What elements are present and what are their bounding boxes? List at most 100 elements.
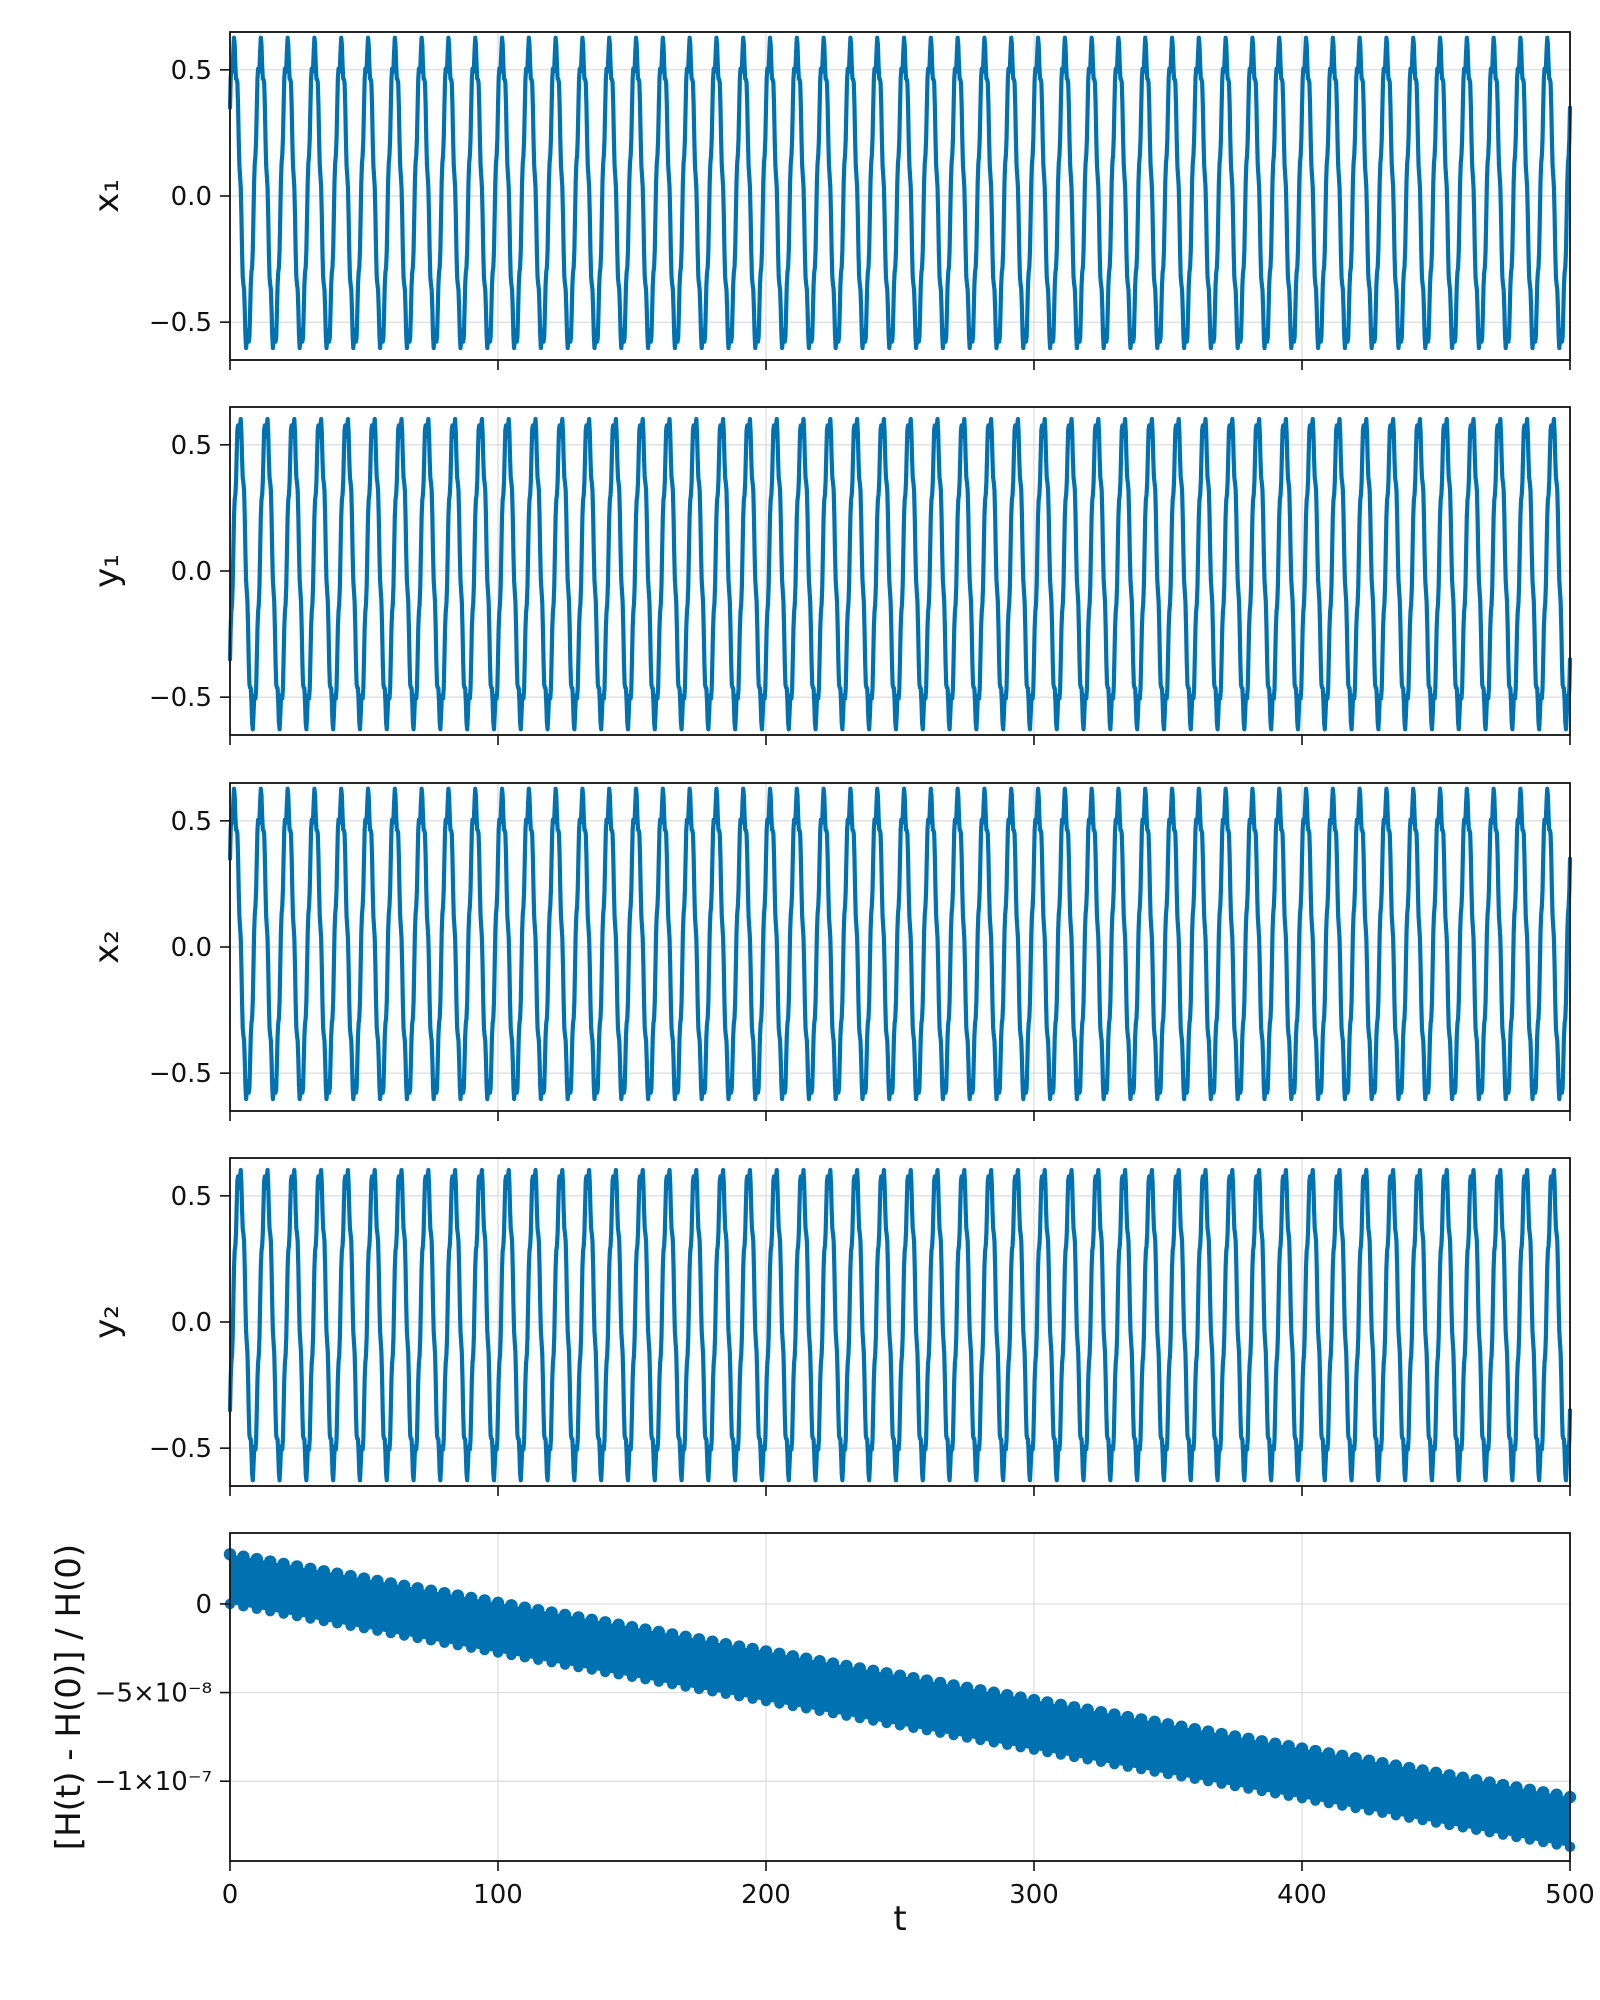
- lower-marker: [988, 1737, 999, 1748]
- lower-marker: [1256, 1785, 1268, 1797]
- lower-marker: [1497, 1829, 1509, 1840]
- y-tick-label: 0.0: [171, 933, 212, 963]
- lower-marker: [613, 1669, 624, 1680]
- upper-marker: [585, 1613, 598, 1627]
- y-tick-label: −0.5: [149, 1434, 212, 1464]
- upper-marker: [277, 1557, 290, 1571]
- x-axis-label: t: [893, 1899, 906, 1939]
- lower-marker: [1229, 1780, 1241, 1792]
- upper-marker: [625, 1620, 639, 1634]
- lower-marker: [1189, 1773, 1201, 1785]
- upper-marker: [1537, 1786, 1550, 1799]
- chart-panel-5: [220, 1532, 1577, 1871]
- lower-marker: [1055, 1749, 1067, 1760]
- upper-marker: [960, 1681, 974, 1695]
- upper-marker: [1135, 1713, 1148, 1726]
- upper-marker: [893, 1669, 907, 1682]
- upper-marker: [1429, 1766, 1443, 1780]
- upper-marker: [1456, 1771, 1470, 1784]
- upper-marker: [1148, 1715, 1161, 1729]
- lower-marker: [559, 1659, 571, 1670]
- upper-marker: [746, 1642, 759, 1656]
- lower-marker: [1042, 1746, 1053, 1758]
- upper-marker: [1161, 1718, 1175, 1731]
- upper-marker: [1349, 1752, 1362, 1765]
- lower-marker: [1095, 1756, 1107, 1768]
- lower-marker: [439, 1637, 450, 1648]
- upper-marker: [987, 1686, 1000, 1699]
- upper-marker: [1362, 1754, 1376, 1767]
- lower-marker: [854, 1712, 865, 1724]
- lower-marker: [1430, 1817, 1442, 1828]
- upper-marker: [934, 1676, 947, 1690]
- upper-marker: [1443, 1769, 1456, 1782]
- upper-marker: [250, 1552, 263, 1566]
- lower-marker: [908, 1722, 919, 1733]
- lower-marker: [787, 1700, 798, 1712]
- upper-marker: [639, 1623, 652, 1636]
- x-tick-label: 500: [1545, 1880, 1595, 1910]
- upper-marker: [773, 1647, 786, 1661]
- lower-marker: [801, 1703, 812, 1714]
- lower-marker: [948, 1729, 959, 1741]
- upper-marker: [465, 1591, 478, 1605]
- upper-marker: [1255, 1735, 1269, 1748]
- lower-marker: [1283, 1790, 1294, 1802]
- lower-marker: [1457, 1822, 1469, 1833]
- y-axis-label: y₂: [87, 1305, 127, 1339]
- upper-marker: [558, 1608, 572, 1622]
- y-tick-label: −0.5: [149, 683, 212, 713]
- lower-marker: [452, 1640, 463, 1651]
- upper-marker: [518, 1601, 531, 1614]
- lower-marker: [921, 1725, 932, 1736]
- upper-marker: [1041, 1696, 1054, 1709]
- upper-marker: [572, 1611, 585, 1624]
- lower-marker: [868, 1715, 879, 1726]
- upper-marker: [1309, 1744, 1322, 1758]
- lower-marker: [291, 1610, 303, 1622]
- lower-marker: [1471, 1824, 1482, 1836]
- lower-marker: [1203, 1776, 1214, 1787]
- lower-marker: [492, 1647, 504, 1658]
- lower-marker: [519, 1652, 530, 1663]
- upper-marker: [840, 1659, 853, 1673]
- upper-marker: [1202, 1725, 1215, 1738]
- upper-marker: [1215, 1727, 1228, 1741]
- chart-panel-2: [220, 406, 1573, 745]
- y-tick-label: 0: [195, 1590, 212, 1620]
- lower-marker: [1551, 1839, 1562, 1850]
- series-line: [227, 35, 1573, 351]
- lower-marker: [466, 1642, 477, 1653]
- lower-marker: [533, 1654, 544, 1665]
- upper-marker: [706, 1635, 719, 1648]
- upper-marker: [491, 1596, 505, 1610]
- lower-marker: [1176, 1771, 1187, 1782]
- upper-marker: [1081, 1703, 1094, 1716]
- upper-marker: [1188, 1722, 1202, 1736]
- lower-marker: [399, 1630, 410, 1641]
- lower-marker: [1122, 1761, 1134, 1772]
- upper-marker: [304, 1562, 317, 1576]
- upper-marker: [1094, 1705, 1108, 1719]
- lower-marker: [1417, 1814, 1428, 1826]
- upper-marker: [371, 1574, 384, 1588]
- lower-marker: [1149, 1766, 1160, 1777]
- upper-marker: [411, 1582, 424, 1595]
- lower-marker: [479, 1644, 490, 1656]
- upper-marker: [451, 1589, 464, 1602]
- x-tick-label: 0: [222, 1880, 239, 1910]
- lower-marker: [425, 1635, 437, 1646]
- y-tick-label: 0.0: [171, 182, 212, 212]
- y-tick-label: −0.5: [149, 1059, 212, 1089]
- lower-marker: [1216, 1778, 1227, 1789]
- y-tick-label: −5×10⁻⁸: [95, 1679, 212, 1709]
- lower-marker: [1337, 1800, 1348, 1811]
- upper-marker: [1470, 1773, 1483, 1787]
- upper-marker: [1027, 1693, 1041, 1707]
- lower-marker: [1538, 1836, 1549, 1848]
- lower-marker: [1162, 1768, 1174, 1780]
- upper-marker: [1175, 1720, 1188, 1733]
- upper-marker: [719, 1637, 732, 1651]
- upper-marker: [759, 1645, 773, 1658]
- lower-marker: [640, 1674, 651, 1685]
